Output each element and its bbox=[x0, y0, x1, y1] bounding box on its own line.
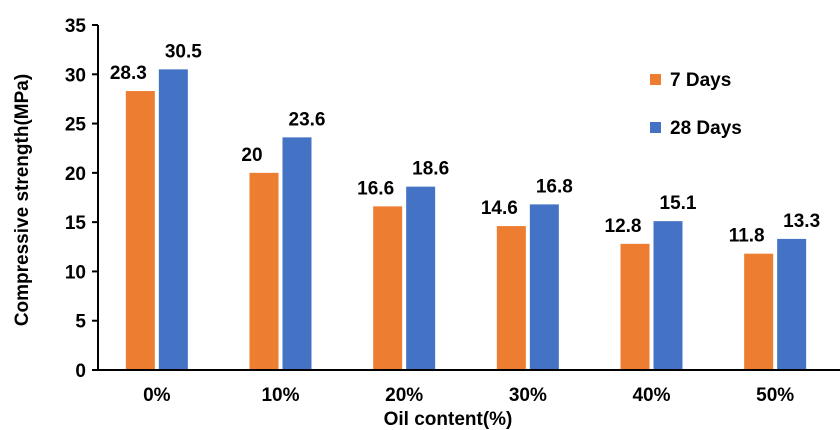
bar-7-days bbox=[373, 206, 403, 370]
data-label: 14.6 bbox=[481, 198, 518, 219]
legend-swatch bbox=[650, 74, 661, 85]
data-label: 16.8 bbox=[536, 176, 573, 197]
bar-28-days bbox=[529, 204, 559, 370]
y-tick-label: 25 bbox=[65, 115, 87, 136]
data-label: 23.6 bbox=[289, 109, 326, 130]
y-axis: 0 5 10 15 20 25 30 35 bbox=[65, 16, 99, 382]
bar-28-days bbox=[653, 221, 683, 370]
bar-7-days bbox=[744, 253, 774, 370]
data-label: 11.8 bbox=[729, 226, 765, 247]
legend-label: 28 Days bbox=[670, 118, 742, 139]
x-axis: 0% 10% 20% 30% 40% 50% bbox=[98, 369, 840, 406]
legend-swatch bbox=[650, 122, 661, 133]
bar-28-days bbox=[406, 186, 436, 370]
y-tick-label: 20 bbox=[65, 164, 86, 185]
x-tick-label: 30% bbox=[509, 385, 547, 406]
y-tick-label: 30 bbox=[65, 65, 86, 86]
bar-28-days bbox=[777, 238, 807, 370]
bar-7-days bbox=[620, 243, 650, 370]
legend: 7 Days 28 Days bbox=[650, 70, 742, 139]
bar-7-days bbox=[249, 172, 279, 370]
x-axis-title: Oil content(%) bbox=[384, 409, 513, 430]
y-tick-label: 10 bbox=[65, 262, 86, 283]
data-label: 13.3 bbox=[783, 211, 820, 232]
data-label: 18.6 bbox=[412, 159, 449, 180]
x-tick-label: 10% bbox=[261, 385, 299, 406]
data-label: 12.8 bbox=[605, 216, 642, 237]
y-tick-label: 15 bbox=[65, 213, 87, 234]
bar-7-days bbox=[496, 226, 526, 370]
y-tick-label: 5 bbox=[75, 312, 86, 333]
x-tick-label: 20% bbox=[385, 385, 423, 406]
bar-7-days bbox=[125, 91, 155, 371]
data-label: 20 bbox=[241, 145, 262, 166]
legend-label: 7 Days bbox=[670, 70, 731, 91]
y-tick-label: 35 bbox=[65, 16, 87, 37]
bars bbox=[125, 69, 807, 371]
data-label: 28.3 bbox=[110, 63, 147, 84]
bar-28-days bbox=[282, 137, 312, 370]
data-label: 30.5 bbox=[165, 41, 202, 62]
data-label: 15.1 bbox=[660, 193, 697, 214]
x-tick-label: 40% bbox=[632, 385, 670, 406]
data-labels: 28.3 30.5 20 23.6 16.6 18.6 14.6 16.8 12.8 15.1 11… bbox=[110, 41, 820, 246]
y-tick-label: 0 bbox=[75, 361, 86, 382]
bar-28-days bbox=[158, 69, 188, 370]
x-tick-label: 0% bbox=[143, 385, 171, 406]
y-axis-title: Compressive strength(MPa) bbox=[12, 74, 33, 326]
x-tick-label: 50% bbox=[756, 385, 794, 406]
data-label: 16.6 bbox=[357, 178, 394, 199]
